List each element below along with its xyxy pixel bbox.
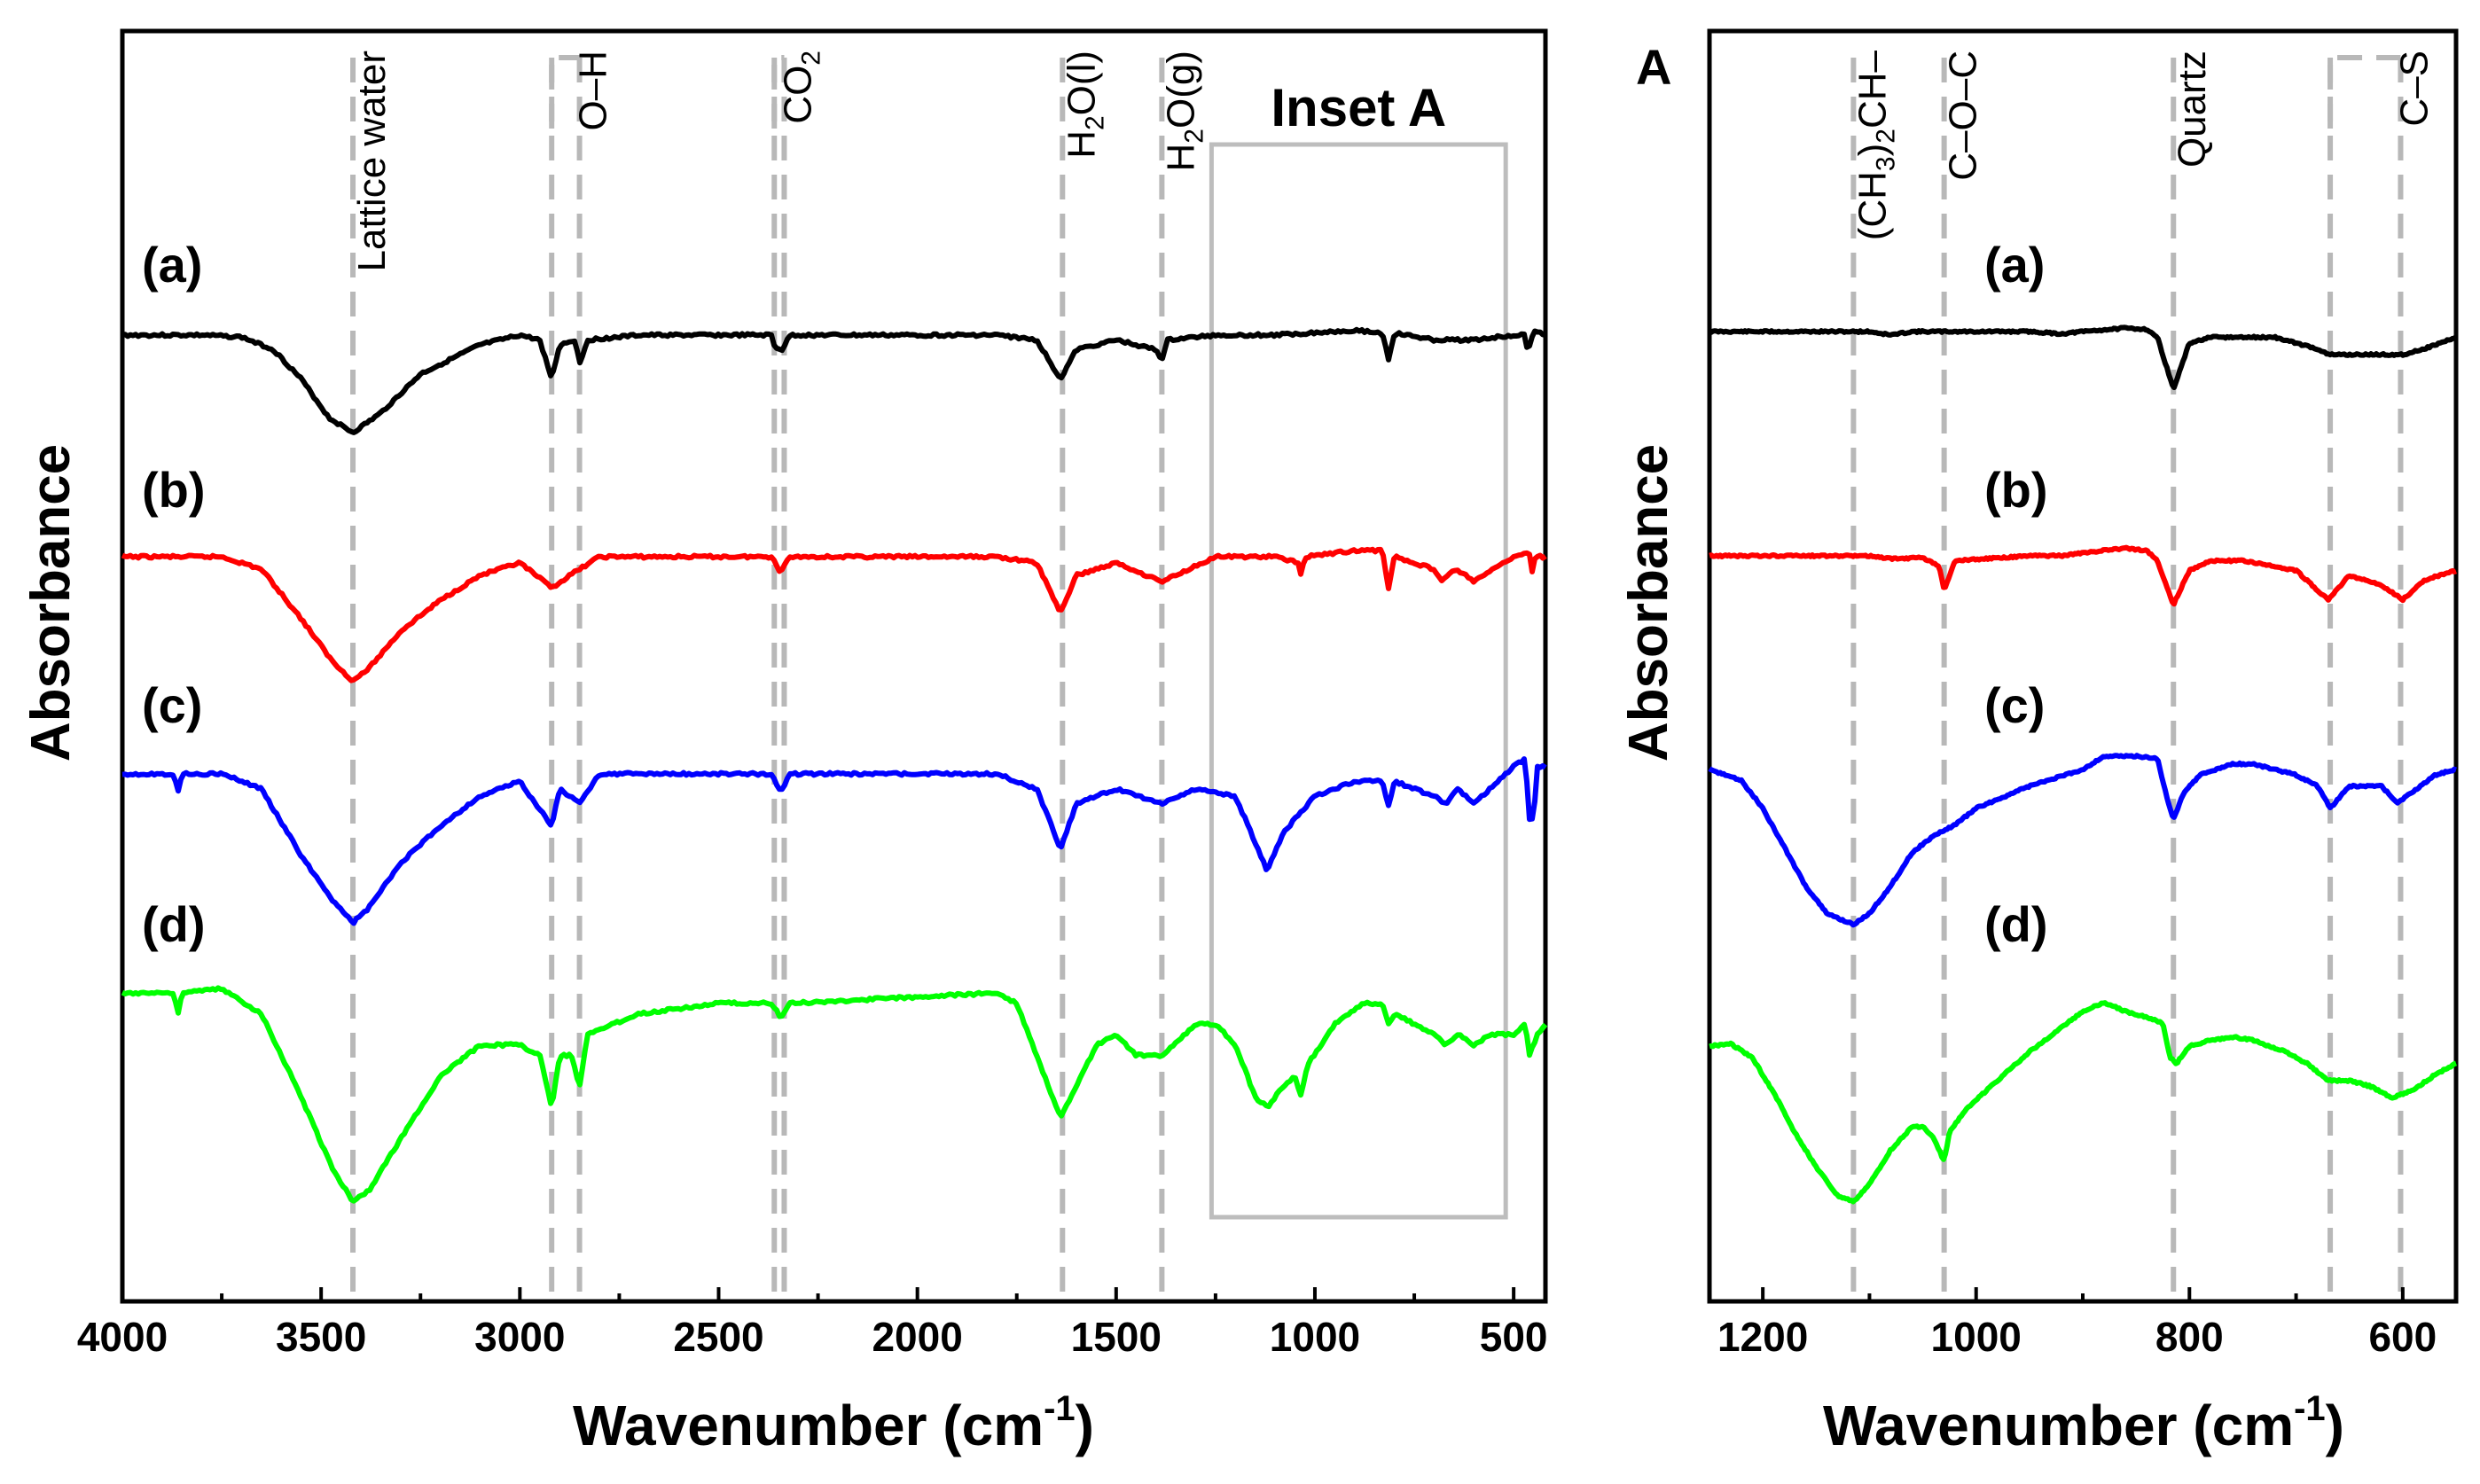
inset-bracket-3 [2327,55,2401,129]
main-x-tick-label-2500: 2500 [673,1314,763,1360]
inset-x-tick-label-800: 800 [2155,1314,2224,1360]
inset-annotation-1: C–O–C [1942,51,1985,181]
main-curve-label-d: (d) [142,896,206,952]
main-series-c [121,756,1547,926]
inset-series-c [1708,753,2457,928]
main-curve-label-b: (b) [142,462,206,518]
main-x-tick-label-3500: 3500 [276,1314,366,1360]
main-x-tick-label-500: 500 [1480,1314,1548,1360]
main-series-d [121,985,1548,1204]
inset-curve-label-d: (d) [1984,896,2048,952]
inset-x-axis-label: Wavenumber (cm-1) [1823,1389,2344,1457]
main-bracket-2 [771,55,785,129]
main-annotation-2: CO2 [776,51,825,124]
inset-annotation-3: C–S [2392,51,2436,127]
main-x-tick-label-2000: 2000 [872,1314,962,1360]
inset-curve-label-b: (b) [1984,462,2048,518]
inset-annotation-2: Quartz [2171,51,2214,168]
inset-a-region-box [1209,142,1508,1220]
inset-annotation-0: (CH3)2CH– [1850,50,1900,240]
main-x-tick-label-1000: 1000 [1270,1314,1360,1360]
inset-curve-label-c: (c) [1984,677,2045,733]
inset-panel-label: A [1636,39,1671,95]
main-annotation-1: O–H [572,51,615,130]
main-y-axis-label: Absorbance [20,444,82,762]
main-x-tick-label-3000: 3000 [474,1314,565,1360]
main-curve-label-a: (a) [142,237,202,293]
inset-series-b [1709,544,2457,607]
inset-x-tick-label-1000: 1000 [1931,1314,2022,1360]
main-annotation-3: H2O(l) [1060,51,1109,159]
inset-plot-frame [1707,28,2459,1304]
main-annotation-4: H2O(g) [1159,51,1209,171]
main-curve-label-c: (c) [142,677,202,733]
inset-curve-label-a: (a) [1984,237,2045,293]
main-x-tick-label-1500: 1500 [1071,1314,1162,1360]
inset-y-axis-label: Absorbance [1618,444,1679,762]
main-series-b [121,546,1547,683]
inset-a-panel: (CH3)2CH– C–O–C Quartz C–S (a) (b) (c) (d) 120… [1618,28,2459,1457]
main-x-axis-label: Wavenumber (cm-1) [573,1389,1094,1457]
main-bracket-1 [549,55,580,129]
inset-x-tick-label-600: 600 [2368,1314,2437,1360]
main-spectra-panel: Inset A Lattice water O–H CO2H2O(l)H2O(g) … [20,28,1548,1457]
main-annotation-0: Lattice water [350,51,394,271]
inset-series-d [1709,1000,2457,1205]
inset-a-label: Inset A [1271,78,1446,137]
main-plot-frame [120,28,1548,1304]
inset-series-a [1709,324,2459,391]
main-series-a [121,326,1546,435]
inset-x-tick-label-1200: 1200 [1717,1314,1808,1360]
main-x-tick-label-4000: 4000 [77,1314,168,1360]
